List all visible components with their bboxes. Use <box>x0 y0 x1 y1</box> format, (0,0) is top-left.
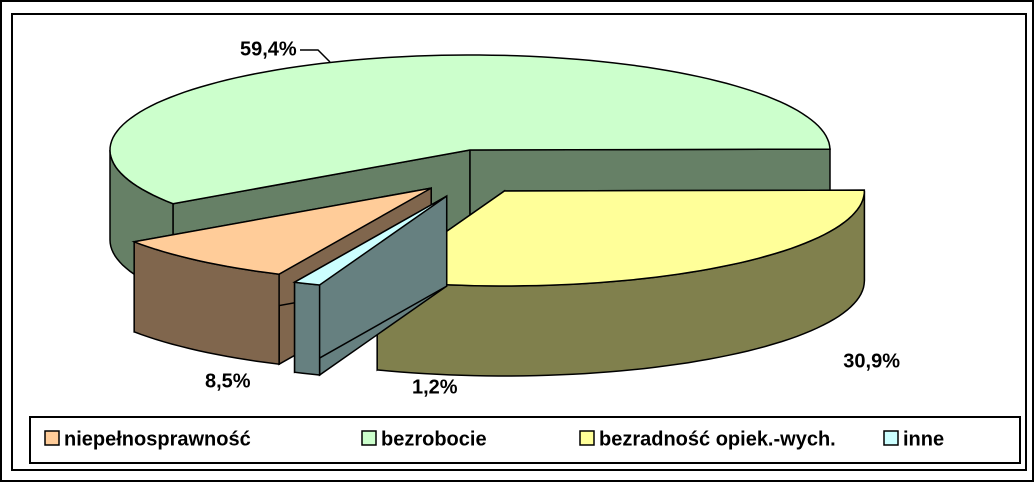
legend-swatch <box>883 430 899 446</box>
value-label: 1,2% <box>412 376 458 398</box>
leader-line <box>300 49 331 63</box>
legend-swatch <box>579 430 595 446</box>
legend-swatch <box>44 430 60 446</box>
legend-label: bezrobocie <box>381 428 487 450</box>
value-label: 8,5% <box>205 370 251 392</box>
value-label: 59,4% <box>240 38 297 60</box>
slice-top <box>131 187 432 275</box>
legend-label: inne <box>903 428 944 450</box>
legend-swatch <box>361 430 377 446</box>
slice-outer-side <box>293 281 321 376</box>
slice <box>292 194 448 377</box>
slice-top <box>292 195 448 286</box>
legend-box <box>29 416 1021 464</box>
legend-label: niepełnosprawność <box>64 428 251 450</box>
slice-top <box>109 54 831 205</box>
legend-label: bezradność opiek.-wych. <box>599 428 836 450</box>
slice <box>375 189 866 377</box>
slice-top <box>375 189 866 287</box>
value-label: 30,9% <box>843 350 900 372</box>
